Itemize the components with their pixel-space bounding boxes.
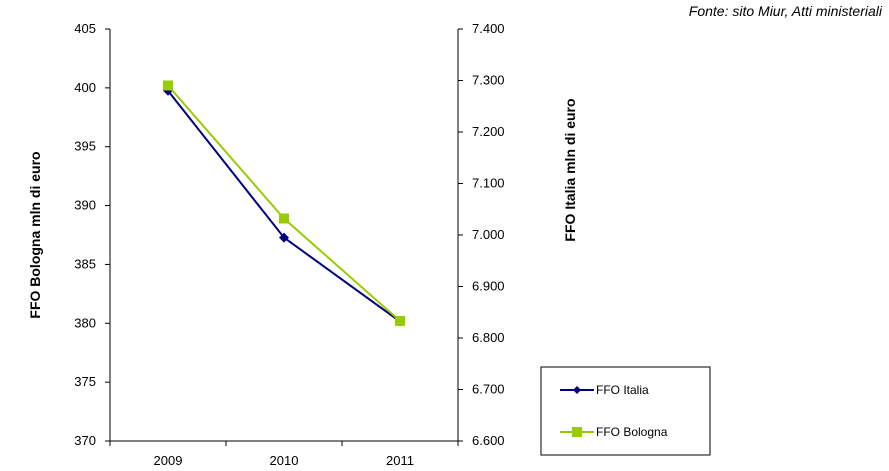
right-tick-label: 7.100	[472, 176, 505, 191]
left-tick-label: 390	[74, 198, 96, 213]
right-tick-label: 7.000	[472, 227, 505, 242]
right-tick-label: 6.900	[472, 279, 505, 294]
x-tick-label: 2009	[154, 453, 183, 468]
data-point-ffo-italia	[279, 232, 289, 243]
left-tick-label: 370	[74, 433, 96, 448]
left-tick-label: 395	[74, 139, 96, 154]
series-layer	[163, 80, 405, 327]
source-note: Fonte: sito Miur, Atti ministeriali	[689, 3, 883, 19]
left-tick-label: 385	[74, 256, 96, 271]
left-tick-label: 380	[74, 315, 96, 330]
legend-box	[540, 366, 711, 456]
right-tick-label: 6.600	[472, 433, 505, 448]
legend: FFO Italia FFO Bologna	[540, 366, 711, 456]
right-axis-title: FFO Italia mln di euro	[562, 98, 578, 241]
left-tick-label: 375	[74, 374, 96, 389]
series-line-ffo-bologna	[167, 84, 401, 322]
x-axis: 2009 2010 2011	[109, 440, 459, 468]
data-point-ffo-bologna	[395, 315, 405, 326]
right-tick-label: 6.700	[472, 382, 505, 397]
right-tick-label: 7.300	[472, 73, 505, 88]
left-y-axis: 370 375 380 385 390 395 400 405	[74, 21, 111, 448]
left-tick-label: 400	[74, 80, 96, 95]
data-point-ffo-bologna	[163, 80, 173, 91]
x-tick-label: 2010	[270, 453, 299, 468]
left-axis-title: FFO Bologna mln di euro	[27, 151, 43, 318]
x-tick-label: 2011	[386, 453, 414, 468]
legend-label-ffo-bologna: FFO Bologna	[596, 425, 668, 439]
legend-marker-ffo-bologna	[572, 427, 582, 437]
legend-label-ffo-italia: FFO Italia	[596, 383, 649, 397]
right-y-axis: 6.600 6.700 6.800 6.900 7.000 7.100 7.200 7.300…	[457, 21, 505, 448]
legend-marker-ffo-italia	[573, 386, 581, 394]
right-tick-label: 7.200	[472, 124, 505, 139]
data-point-ffo-bologna	[279, 213, 289, 224]
right-tick-label: 6.800	[472, 330, 505, 345]
left-tick-label: 405	[74, 21, 96, 36]
right-tick-label: 7.400	[472, 21, 505, 36]
